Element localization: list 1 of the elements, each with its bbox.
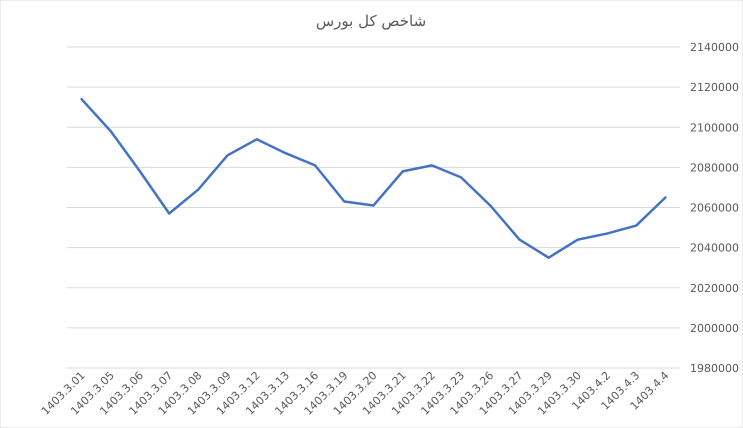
title: شاخص کل بورس xyxy=(316,12,426,30)
